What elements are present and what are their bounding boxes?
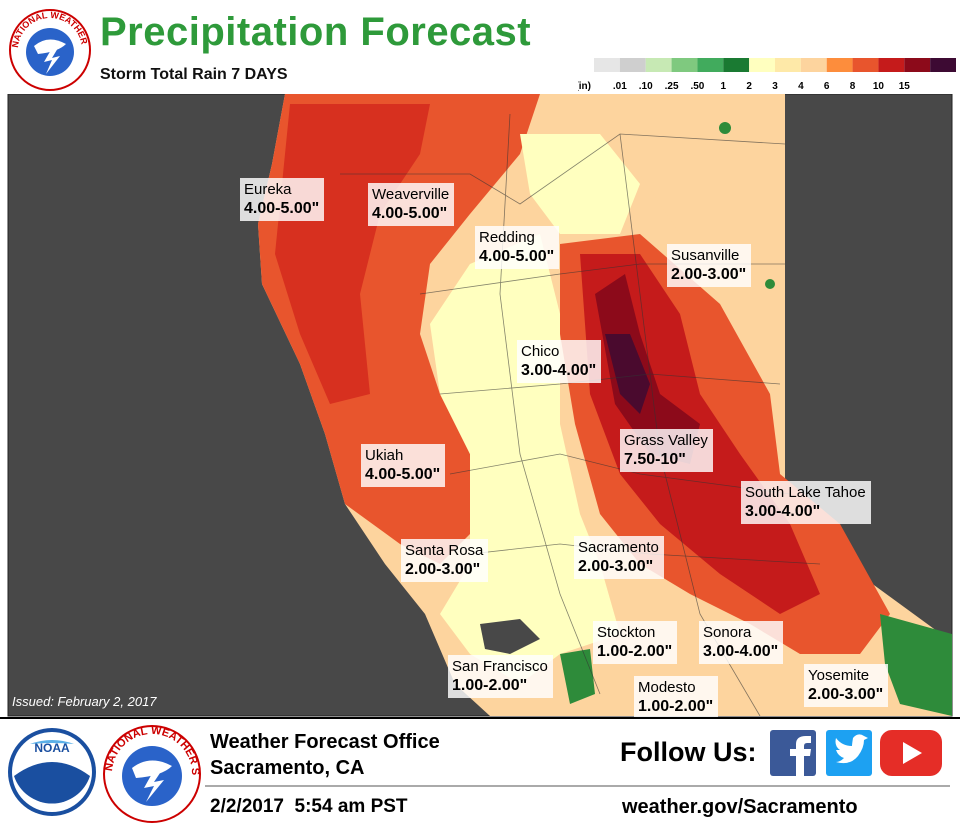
city-label: Redding 4.00-5.00" bbox=[475, 226, 560, 269]
city-name: Yosemite bbox=[808, 667, 870, 684]
city-label: Santa Rosa 2.00-3.00" bbox=[401, 539, 489, 582]
footer-graphics: NOAA NATIONAL WEATHER SERVICE bbox=[0, 716, 960, 823]
city-label: Yosemite 2.00-3.00" bbox=[804, 664, 889, 707]
city-amount: 3.00-4.00" bbox=[521, 362, 597, 379]
city-name: Susanville bbox=[671, 247, 740, 264]
city-amount: 7.50-10" bbox=[624, 451, 686, 468]
legend-swatch bbox=[645, 58, 672, 72]
city-name: San Francisco bbox=[452, 658, 548, 675]
website: weather.gov/Sacramento bbox=[622, 796, 858, 818]
legend-swatch bbox=[619, 58, 646, 72]
city-amount: 1.00-2.00" bbox=[597, 643, 673, 660]
city-label: Modesto 1.00-2.00" bbox=[634, 676, 719, 719]
city-amount: 4.00-5.00" bbox=[479, 248, 555, 265]
legend-swatch bbox=[904, 58, 931, 72]
city-name: Modesto bbox=[638, 679, 696, 696]
legend-swatch bbox=[697, 58, 724, 72]
nws-logo: NATIONAL WEATHER SERVICE bbox=[8, 8, 91, 91]
subtitle: Storm Total Rain 7 DAYS bbox=[100, 66, 288, 83]
legend-swatch bbox=[826, 58, 853, 72]
legend-tick-label: 3 bbox=[772, 81, 778, 92]
city-name: Sacramento bbox=[578, 539, 659, 556]
issued-date: Issued: February 2, 2017 bbox=[12, 694, 157, 709]
city-name: Sonora bbox=[703, 624, 752, 641]
legend-swatch bbox=[878, 58, 905, 72]
city-amount: 2.00-3.00" bbox=[671, 266, 747, 283]
city-amount: 2.00-3.00" bbox=[405, 561, 481, 578]
legend-tick-label: .50 bbox=[690, 81, 704, 92]
legend-tick-label: 4 bbox=[798, 81, 804, 92]
city-label: Chico 3.00-4.00" bbox=[517, 340, 602, 383]
legend-tick-label: .25 bbox=[665, 81, 679, 92]
city-label: Sonora 3.00-4.00" bbox=[699, 621, 784, 664]
legend-swatch bbox=[749, 58, 775, 72]
city-amount: 1.00-2.00" bbox=[452, 677, 528, 694]
city-amount: 2.00-3.00" bbox=[808, 686, 884, 703]
legend-swatch bbox=[594, 58, 620, 72]
office-location: Sacramento, CA bbox=[210, 757, 365, 779]
city-amount: 4.00-5.00" bbox=[244, 200, 320, 217]
map bbox=[7, 94, 953, 717]
city-label: Stockton 1.00-2.00" bbox=[593, 621, 678, 664]
legend: (in) .01 .10 .25 .50 1 2 3 4 6 8 10 15 bbox=[578, 58, 956, 92]
legend-unit: (in) bbox=[578, 81, 591, 92]
city-amount: 4.00-5.00" bbox=[372, 205, 448, 222]
legend-swatch bbox=[723, 58, 750, 72]
legend-swatch bbox=[852, 58, 879, 72]
city-name: Stockton bbox=[597, 624, 656, 641]
city-amount: 2.00-3.00" bbox=[578, 558, 654, 575]
city-label: San Francisco 1.00-2.00" bbox=[448, 655, 553, 698]
legend-tick-label: 2 bbox=[746, 81, 752, 92]
city-label: Grass Valley 7.50-10" bbox=[620, 429, 713, 472]
legend-tick-label: 8 bbox=[850, 81, 856, 92]
legend-swatch bbox=[800, 58, 827, 72]
legend-swatch bbox=[775, 58, 801, 72]
city-name: Weaverville bbox=[372, 186, 450, 203]
city-name: Chico bbox=[521, 343, 560, 360]
office-name: Weather Forecast Office bbox=[210, 731, 440, 753]
legend-tick-label: 6 bbox=[824, 81, 830, 92]
legend-tick-label: 1 bbox=[721, 81, 727, 92]
city-label: Susanville 2.00-3.00" bbox=[667, 244, 752, 287]
legend-tick-label: 10 bbox=[873, 81, 885, 92]
city-name: Ukiah bbox=[365, 447, 404, 464]
city-label: Sacramento 2.00-3.00" bbox=[574, 536, 664, 579]
city-amount: 4.00-5.00" bbox=[365, 466, 441, 483]
city-amount: 1.00-2.00" bbox=[638, 698, 714, 715]
legend-swatch bbox=[671, 58, 698, 72]
city-name: Redding bbox=[479, 229, 535, 246]
city-name: Santa Rosa bbox=[405, 542, 484, 559]
legend-swatch bbox=[930, 58, 956, 72]
timestamp: 2/2/2017 5:54 am PST bbox=[210, 796, 408, 817]
follow-us: Follow Us: bbox=[620, 737, 757, 767]
city-label: Weaverville 4.00-5.00" bbox=[368, 183, 455, 226]
city-name: Eureka bbox=[244, 181, 292, 198]
legend-tick-label: 15 bbox=[899, 81, 911, 92]
noaa-text: NOAA bbox=[34, 741, 70, 755]
city-name: South Lake Tahoe bbox=[745, 484, 866, 501]
city-label: South Lake Tahoe 3.00-4.00" bbox=[741, 481, 871, 524]
title: Precipitation Forecast bbox=[100, 10, 532, 54]
city-amount: 3.00-4.00" bbox=[745, 503, 821, 520]
city-label: Eureka 4.00-5.00" bbox=[240, 178, 325, 221]
city-amount: 3.00-4.00" bbox=[703, 643, 779, 660]
city-label: Ukiah 4.00-5.00" bbox=[361, 444, 446, 487]
legend-tick-label: .01 bbox=[613, 81, 627, 92]
city-name: Grass Valley bbox=[624, 432, 708, 449]
legend-tick-label: .10 bbox=[639, 81, 653, 92]
